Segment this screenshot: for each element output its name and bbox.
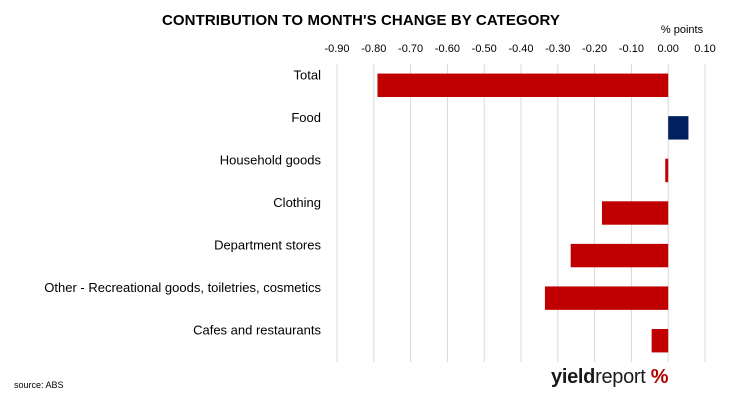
bars <box>377 73 689 353</box>
category-label: Cafes and restaurants <box>193 323 321 338</box>
category-label: Other - Recreational goods, toiletries, … <box>44 280 321 295</box>
unit-label: % points <box>661 24 704 36</box>
category-label: Food <box>291 110 321 125</box>
x-tick-label: -0.60 <box>435 43 460 55</box>
source-note: source: ABS <box>14 380 64 390</box>
x-axis-ticks: -0.90 -0.80 -0.70 -0.60 -0.50 -0.40 -0.30 -0.20… <box>324 43 715 55</box>
logo-percent-icon: % <box>650 366 669 388</box>
x-tick-label: -0.20 <box>582 43 607 55</box>
bar-food <box>668 116 689 140</box>
x-tick-label: -0.30 <box>545 43 570 55</box>
category-label: Department stores <box>214 238 321 253</box>
x-tick-label: 0.00 <box>657 43 678 55</box>
bar-total <box>377 73 669 97</box>
chart-title: CONTRIBUTION TO MONTH'S CHANGE BY CATEGO… <box>0 12 730 29</box>
chart-title-text: CONTRIBUTION TO MONTH'S CHANGE BY CATEGO… <box>161 12 561 29</box>
logo-yield: yield <box>551 366 596 388</box>
bar-clothing <box>601 201 669 225</box>
category-label: Total <box>294 67 322 82</box>
bar-household-goods <box>665 158 669 183</box>
x-tick-label: 0.10 <box>694 43 715 55</box>
bar-cafes-and-restaurants <box>651 329 669 353</box>
x-tick-label: -0.90 <box>324 43 349 55</box>
yieldreport-logo: yieldreport % <box>551 366 669 389</box>
bar-other-recreational-goods-toiletries-cosmetics <box>544 286 669 310</box>
logo-report: report <box>595 366 646 388</box>
category-labels: Total Food Household goods Clothing Departme… <box>44 67 321 337</box>
x-tick-label: -0.80 <box>361 43 386 55</box>
x-tick-label: -0.50 <box>472 43 497 55</box>
x-tick-label: -0.70 <box>398 43 423 55</box>
bar-department-stores <box>570 243 669 268</box>
category-label: Clothing <box>273 195 321 210</box>
x-tick-label: -0.10 <box>619 43 644 55</box>
category-label: Household goods <box>220 152 322 167</box>
x-tick-label: -0.40 <box>508 43 533 55</box>
